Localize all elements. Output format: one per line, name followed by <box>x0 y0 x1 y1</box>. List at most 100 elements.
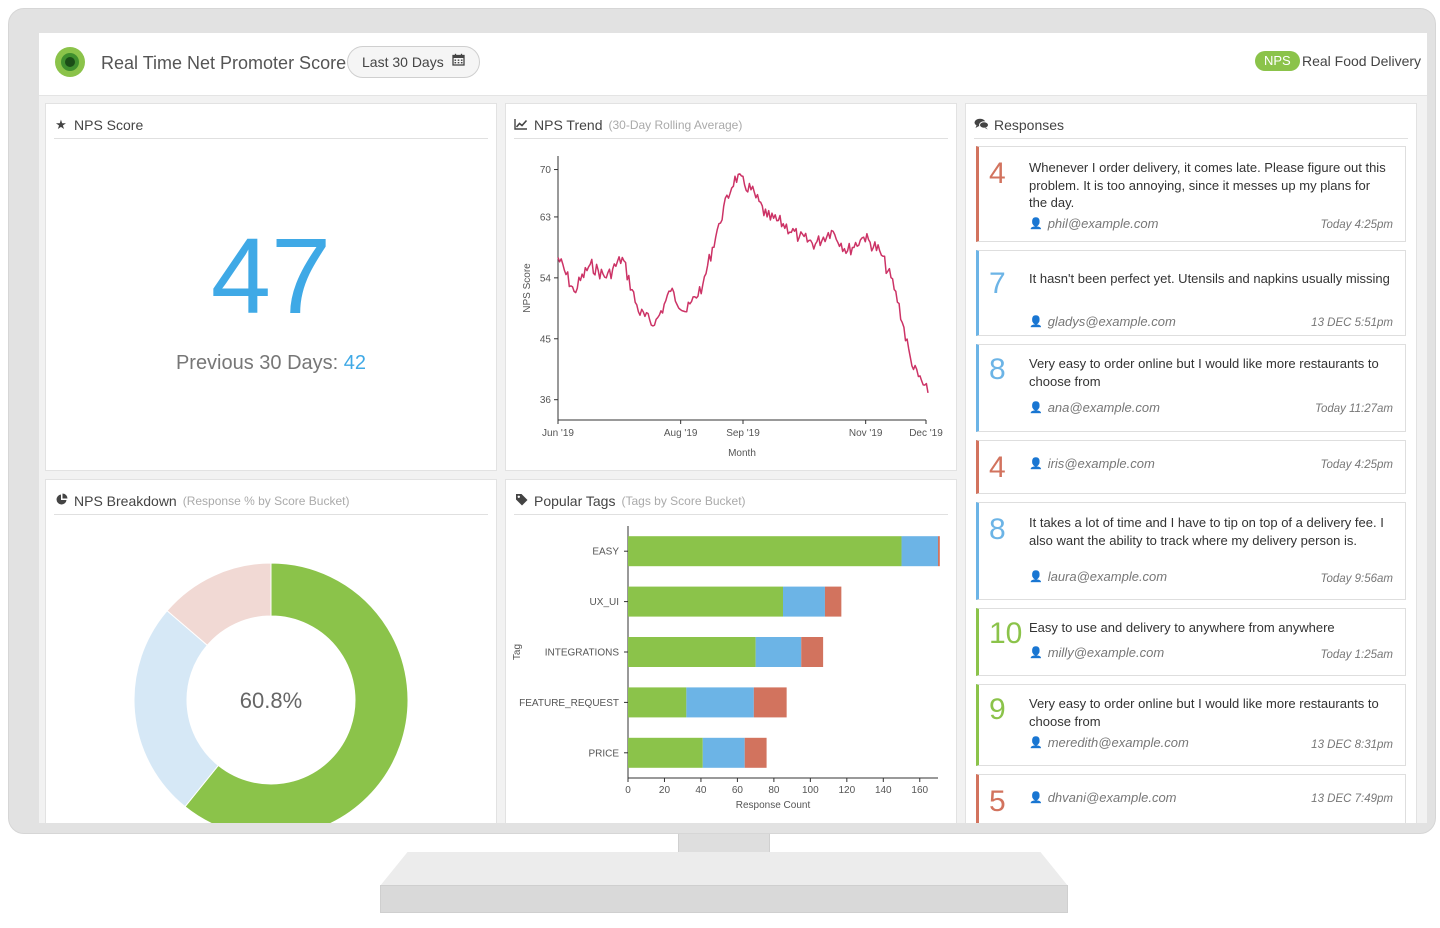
response-time: Today 9:56am <box>1320 573 1393 585</box>
panel-title: Responses <box>994 117 1065 133</box>
nps-trend-chart: 36 45 54 63 70 Jun '19 Aug '19 Sep '19 Nov '19 De… <box>522 156 943 459</box>
monitor-base <box>380 852 1068 886</box>
star-icon: ★ <box>55 117 67 132</box>
response-email: meredith@example.com <box>1047 735 1189 750</box>
bar-segment <box>702 737 745 768</box>
response-email: milly@example.com <box>1047 645 1165 660</box>
response-card[interactable]: 9 Very easy to order online but I would … <box>976 684 1406 766</box>
bar-segment <box>628 586 783 617</box>
bar-segment <box>901 536 938 567</box>
nps-badge: NPS <box>1255 51 1300 71</box>
nps-score-value: 47 <box>210 215 332 336</box>
donut-center-label: 60.8% <box>240 688 302 713</box>
x-tick-label: Jun '19 <box>542 428 574 439</box>
response-card[interactable]: 8 Very easy to order online but I would … <box>976 344 1406 432</box>
nps-breakdown-donut: 60.8% <box>133 562 409 823</box>
response-user: 👤 milly@example.com <box>1029 645 1164 660</box>
y-tick-label: 36 <box>540 395 552 406</box>
y-axis-label: NPS Score <box>522 263 533 313</box>
response-time: 13 DEC 8:31pm <box>1311 739 1393 751</box>
response-email: iris@example.com <box>1047 456 1155 471</box>
top-bar: Real Time Net Promoter Score Last 30 Day… <box>39 33 1427 96</box>
popular-tags-chart: EASY UX_UI INTEGRATIONS FEATURE_REQUEST PRIC… <box>512 526 940 811</box>
response-user: 👤 phil@example.com <box>1029 216 1158 231</box>
app-logo <box>55 47 85 77</box>
bar-segment <box>938 536 940 567</box>
pie-chart-icon <box>54 493 68 509</box>
response-email: phil@example.com <box>1047 216 1159 231</box>
y-tick-label: 45 <box>540 334 552 345</box>
response-user: 👤 dhvani@example.com <box>1029 790 1177 805</box>
bar-segment <box>755 637 802 667</box>
response-score: 5 <box>989 785 1006 818</box>
response-time: Today 4:25pm <box>1320 459 1393 471</box>
response-text: It hasn't been perfect yet. Utensils and… <box>1029 271 1390 286</box>
x-tick-label: 0 <box>625 785 631 796</box>
bar-segment <box>801 637 824 667</box>
panel-header: NPS Trend (30-Day Rolling Average) <box>514 112 948 139</box>
bar-segment <box>628 687 687 718</box>
x-tick-label: Nov '19 <box>849 428 883 439</box>
company-name: Real Food Delivery <box>1302 53 1422 69</box>
response-time: Today 11:27am <box>1314 403 1393 415</box>
user-icon: 👤 <box>1029 402 1043 414</box>
response-score: 4 <box>989 451 1006 484</box>
bar-segment <box>686 687 754 718</box>
previous-score: Previous 30 Days: 42 <box>46 352 496 375</box>
x-tick-label: 120 <box>838 785 855 796</box>
nps-trend-panel: NPS Trend (30-Day Rolling Average) 36 45 5… <box>505 103 957 471</box>
dashboard-screen: Real Time Net Promoter Score Last 30 Day… <box>39 33 1427 823</box>
x-axis-label: Response Count <box>736 800 811 811</box>
bar-segment <box>824 586 842 617</box>
comments-icon <box>974 118 989 133</box>
calendar-icon <box>452 47 465 77</box>
panel-header: Responses <box>974 112 1408 139</box>
response-email: laura@example.com <box>1047 569 1168 584</box>
response-card[interactable]: 10 Easy to use and delivery to anywhere … <box>976 608 1406 676</box>
response-card[interactable]: 4 👤 iris@example.com Today 4:25pm <box>976 440 1406 494</box>
user-icon: 👤 <box>1029 571 1043 583</box>
bar-segment <box>628 737 703 768</box>
x-tick-label: 140 <box>875 785 892 796</box>
response-user: 👤 iris@example.com <box>1029 456 1155 471</box>
date-range-button[interactable]: Last 30 Days <box>347 46 480 78</box>
x-tick-label: 160 <box>911 785 928 796</box>
panel-title: NPS Trend <box>534 117 603 133</box>
response-score: 7 <box>989 267 1006 300</box>
response-score: 8 <box>989 513 1006 546</box>
response-card[interactable]: 5 👤 dhvani@example.com 13 DEC 7:49pm <box>976 774 1406 823</box>
tag-label: FEATURE_REQUEST <box>519 698 619 709</box>
user-icon: 👤 <box>1029 792 1043 804</box>
previous-label: Previous 30 Days: <box>175 352 339 374</box>
app-title: Real Time Net Promoter Score <box>101 53 347 73</box>
nps-score-panel: ★ NPS Score 47 Previous 30 Days: 42 <box>45 103 497 471</box>
panel-subtitle: (30-Day Rolling Average) <box>608 118 743 132</box>
response-email: gladys@example.com <box>1047 314 1176 329</box>
donut-slice-passives <box>133 609 219 808</box>
response-time: 13 DEC 7:49pm <box>1311 793 1393 805</box>
panel-header: Popular Tags (Tags by Score Bucket) <box>514 488 948 515</box>
x-tick-label: 60 <box>732 785 744 796</box>
user-icon: 👤 <box>1029 458 1043 470</box>
response-text: Easy to use and delivery to anywhere fro… <box>1029 620 1335 635</box>
donut-slice-detractors <box>166 562 272 646</box>
bar-segment <box>628 637 756 667</box>
response-card[interactable]: 8 It takes a lot of time and I have to t… <box>976 502 1406 600</box>
response-score: 4 <box>989 157 1006 190</box>
response-card[interactable]: 4 Whenever I order delivery, it comes la… <box>976 146 1406 242</box>
user-icon: 👤 <box>1029 218 1043 230</box>
panel-title: NPS Breakdown <box>74 493 177 509</box>
response-email: ana@example.com <box>1047 400 1160 415</box>
x-tick-label: Dec '19 <box>909 428 943 439</box>
x-axis-label: Month <box>728 448 756 459</box>
y-tick-label: 54 <box>540 273 552 284</box>
date-range-label: Last 30 Days <box>362 54 444 70</box>
tag-icon <box>514 493 528 509</box>
bar-segment <box>753 687 787 718</box>
user-icon: 👤 <box>1029 647 1043 659</box>
tag-label: EASY <box>592 547 619 558</box>
response-card[interactable]: 7 It hasn't been perfect yet. Utensils a… <box>976 250 1406 336</box>
response-text: Very easy to order online but I would li… <box>1029 696 1379 729</box>
response-user: 👤 ana@example.com <box>1029 400 1160 415</box>
previous-value: 42 <box>343 352 367 374</box>
